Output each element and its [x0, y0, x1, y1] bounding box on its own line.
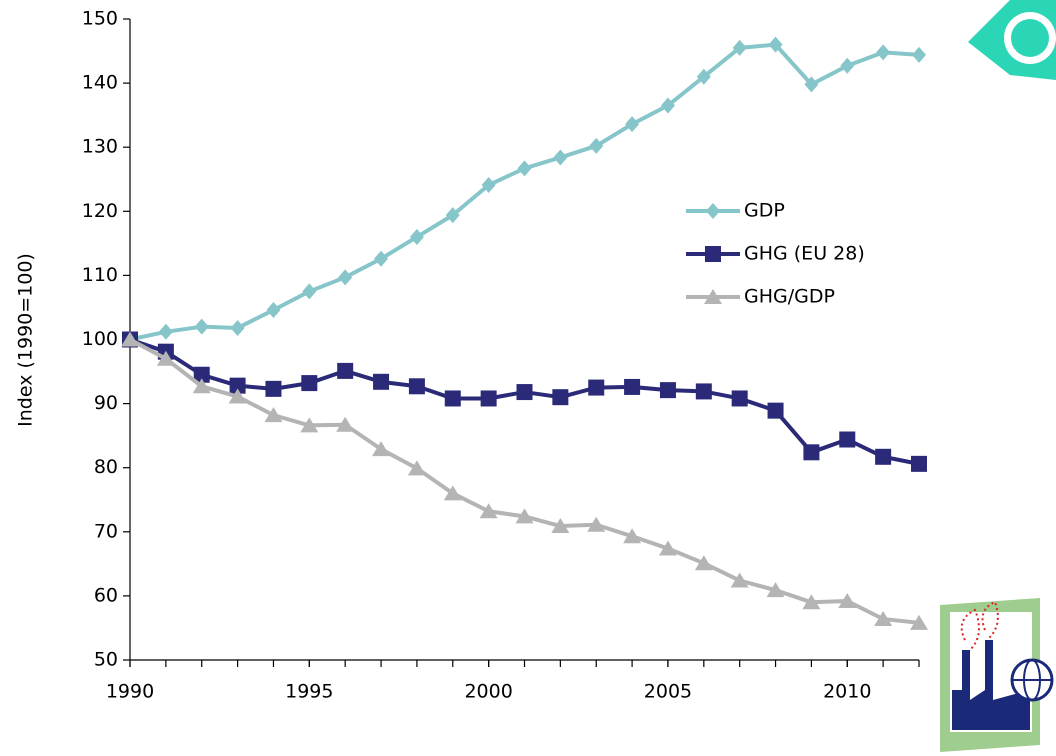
legend-marker	[704, 289, 722, 304]
y-tick-label: 100	[82, 328, 118, 350]
data-point	[912, 46, 926, 63]
data-point	[193, 366, 210, 383]
y-tick-label: 130	[82, 136, 118, 158]
data-point	[192, 378, 211, 394]
data-point	[445, 207, 460, 224]
data-point	[481, 177, 496, 194]
data-point	[302, 283, 317, 300]
logo-bottom	[940, 598, 1054, 752]
data-point	[479, 503, 498, 519]
legend-marker	[705, 246, 721, 262]
legend-label: GDP	[744, 200, 785, 222]
data-point	[803, 444, 820, 461]
data-point	[731, 390, 748, 407]
data-point	[588, 379, 605, 396]
data-point	[730, 572, 749, 588]
data-point	[337, 362, 354, 379]
data-point	[624, 378, 641, 395]
data-point	[589, 137, 604, 154]
data-point	[839, 431, 856, 448]
data-point	[480, 390, 497, 407]
data-point	[876, 44, 891, 61]
data-point	[875, 448, 892, 465]
data-point	[338, 269, 353, 286]
data-point	[516, 384, 533, 401]
data-point	[910, 614, 928, 630]
data-point	[336, 416, 355, 432]
data-point	[443, 485, 462, 501]
data-point	[911, 455, 927, 472]
data-point	[409, 228, 424, 245]
data-point	[732, 39, 747, 56]
legend-label: GHG (EU 28)	[744, 243, 865, 265]
y-tick-label: 50	[94, 649, 118, 671]
data-point	[660, 97, 675, 114]
data-point	[695, 383, 712, 400]
data-point	[408, 378, 425, 395]
data-point	[696, 68, 711, 85]
data-point	[444, 390, 461, 407]
data-point	[625, 116, 640, 133]
data-point	[158, 323, 173, 340]
data-point	[553, 149, 568, 166]
data-point	[767, 402, 784, 419]
y-tick-label: 60	[94, 584, 118, 606]
y-tick-label: 90	[94, 392, 118, 414]
data-point	[265, 380, 282, 397]
x-tick-label: 1995	[285, 681, 333, 703]
y-tick-label: 70	[94, 520, 118, 542]
data-point	[766, 582, 785, 598]
data-point	[229, 377, 246, 394]
data-point	[156, 350, 175, 366]
data-point	[658, 540, 677, 556]
y-tick-label: 80	[94, 456, 118, 478]
logo-top	[968, 0, 1056, 80]
data-point	[623, 528, 642, 544]
data-point	[121, 331, 139, 347]
data-point	[194, 318, 209, 335]
data-point	[838, 593, 857, 609]
data-point	[768, 36, 783, 53]
data-point	[802, 594, 821, 610]
data-point	[874, 610, 893, 626]
x-tick-label: 1990	[106, 681, 154, 703]
x-tick-label: 2000	[464, 681, 512, 703]
data-point	[407, 460, 426, 476]
data-point	[228, 388, 247, 404]
y-axis-label: Index (1990=100)	[15, 253, 37, 427]
legend-label: GHG/GDP	[744, 286, 835, 308]
data-point	[373, 373, 390, 390]
data-point	[551, 518, 570, 534]
data-point	[659, 382, 676, 399]
data-point	[515, 508, 534, 524]
x-tick-label: 2005	[644, 681, 692, 703]
data-point	[552, 389, 569, 406]
data-point	[230, 319, 245, 336]
data-point	[840, 57, 855, 74]
y-tick-label: 110	[82, 264, 118, 286]
data-point	[266, 302, 281, 319]
series-line	[129, 337, 920, 625]
data-point	[301, 375, 318, 392]
y-tick-label: 120	[82, 200, 118, 222]
x-tick-label: 2010	[823, 681, 871, 703]
data-point	[264, 407, 283, 423]
data-point	[300, 417, 319, 433]
y-tick-label: 150	[82, 8, 118, 30]
y-tick-label: 140	[82, 72, 118, 94]
legend-marker	[706, 203, 720, 219]
data-point	[372, 441, 391, 457]
data-point	[804, 76, 819, 93]
data-point	[587, 516, 606, 532]
data-point	[374, 250, 389, 267]
data-point	[517, 160, 532, 177]
data-point	[694, 555, 713, 571]
